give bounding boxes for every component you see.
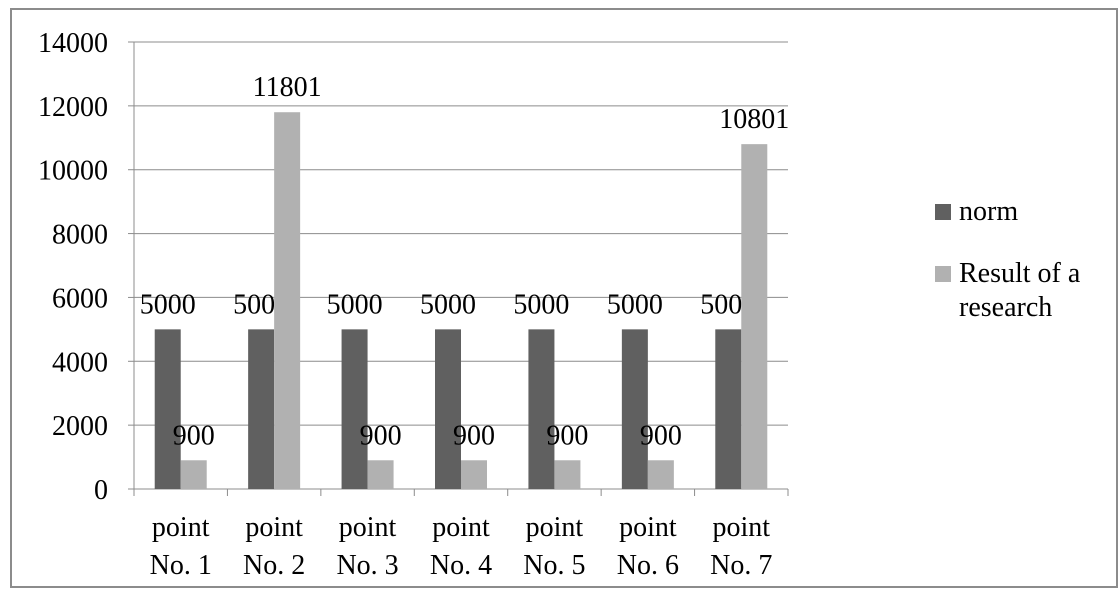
x-tick-label: point [152, 512, 210, 543]
x-tick-label: No. 1 [150, 550, 212, 581]
data-label: 900 [360, 420, 402, 451]
x-tick-label: No. 6 [617, 550, 679, 581]
bar [341, 329, 368, 489]
bar [647, 460, 674, 489]
y-tick-label: 0 [94, 475, 108, 506]
y-tick-label: 4000 [52, 347, 108, 378]
x-tick-label: point [526, 512, 584, 543]
data-label: 5000 [607, 289, 663, 320]
data-label: 900 [453, 420, 495, 451]
x-tick-label: No. 7 [710, 550, 772, 581]
data-label: 5000 [513, 289, 569, 320]
bar [554, 460, 581, 489]
x-tick-label: No. 4 [430, 550, 492, 581]
bar [274, 112, 301, 489]
x-tick-label: point [339, 512, 397, 543]
x-tick-label: point [245, 512, 303, 543]
y-tick-label: 2000 [52, 411, 108, 442]
data-label: 900 [173, 420, 215, 451]
bar [248, 329, 275, 489]
x-tick-label: No. 5 [523, 550, 585, 581]
data-label: 5000 [327, 289, 383, 320]
y-tick-label: 8000 [52, 220, 108, 251]
y-tick-label: 6000 [52, 283, 108, 314]
data-label: 5000 [140, 289, 196, 320]
legend-item-result-of-a-research: Result of a research [935, 257, 1120, 325]
bar [180, 460, 207, 489]
y-tick-label: 14000 [38, 28, 108, 59]
legend-swatch-result-of-a-research [935, 266, 951, 282]
chart-frame [10, 8, 1118, 588]
bar [461, 460, 487, 489]
legend-item-norm: norm [935, 195, 1120, 229]
legend: norm Result of a research [935, 195, 1120, 325]
data-label: 10801 [719, 104, 789, 135]
legend-label-norm: norm [959, 196, 1019, 227]
y-tick-label: 12000 [38, 92, 108, 123]
y-tick-label: 10000 [38, 156, 108, 187]
x-tick-label: No. 3 [336, 550, 398, 581]
bar [621, 329, 648, 489]
bar [715, 329, 742, 489]
data-label: 900 [546, 420, 588, 451]
bar [367, 460, 394, 489]
data-label: 5000 [420, 289, 476, 320]
bar [154, 329, 181, 489]
x-tick-label: point [619, 512, 677, 543]
data-label: 900 [640, 420, 682, 451]
x-tick-label: point [432, 512, 490, 543]
bar [528, 329, 555, 489]
data-label: 11801 [253, 72, 322, 103]
legend-label-result-of-a-research: Result of a research [959, 258, 1081, 323]
x-tick-label: point [713, 512, 771, 543]
bar [435, 329, 461, 489]
x-tick-label: No. 2 [243, 550, 305, 581]
legend-swatch-norm [935, 204, 951, 220]
bar [741, 144, 768, 489]
